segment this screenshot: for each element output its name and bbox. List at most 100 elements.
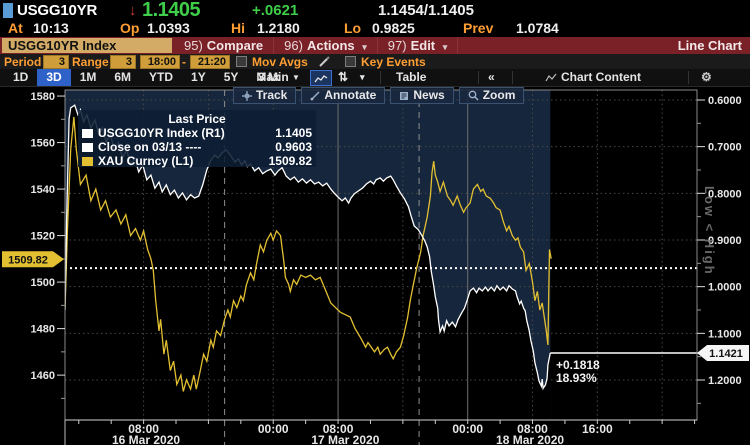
series-xau-gold: [65, 116, 552, 392]
gear-icon[interactable]: ⚙: [701, 70, 712, 84]
line-chart-type-icon[interactable]: [310, 70, 332, 86]
sort-updown-icon[interactable]: ⇅: [338, 70, 349, 84]
x-axis-time-label: 08:00: [128, 422, 159, 436]
legend-row: XAU Curncy (L1) 1509.82: [82, 154, 312, 168]
gold-last-price-value: 1509.82: [8, 254, 48, 266]
high-label: Hi: [231, 20, 245, 36]
legend-label: XAU Curncy (L1): [98, 154, 194, 168]
x-axis-time-label: 00:00: [452, 422, 483, 436]
zoom-magnifier-icon: [468, 90, 479, 101]
x-axis-date-label: 16 Mar 2020: [112, 433, 180, 445]
x-axis-time-label: 08:00: [323, 422, 354, 436]
mov-avgs-label: Mov Avgs: [252, 55, 308, 69]
zoom-button[interactable]: Zoom: [458, 87, 525, 104]
gold-last-price-flag: [2, 251, 64, 268]
chart-tabs-bar: 1D 3D 1M 6M YTD 1Y 5Y Max 3 Min ▼ ⇅ ▾ Table « C…: [0, 69, 750, 87]
x-axis-time-label: 08:00: [517, 422, 548, 436]
x-axis-date-label: 17 Mar 2020: [311, 433, 379, 445]
open-label: Op: [120, 20, 140, 36]
last-price: 1.1405: [142, 0, 201, 21]
more-dropdown-icon[interactable]: ▾: [360, 72, 365, 82]
period-input[interactable]: 3: [43, 55, 69, 69]
legend-row: Close on 03/13 ---- 0.9603: [82, 140, 312, 154]
legend-value: 1509.82: [268, 154, 312, 168]
yield-track-value: 1.1421: [709, 348, 743, 360]
menu-item-edit[interactable]: 97) Edit ▾: [378, 37, 459, 56]
chart-hover-toolbar: Track Annotate News Zoom: [233, 87, 525, 104]
key-events-label: Key Events: [361, 55, 426, 69]
track-button[interactable]: Track: [233, 87, 297, 104]
x-axis-time-label: 16:00: [582, 422, 613, 436]
chart-content-icon: [545, 73, 557, 82]
at-value: 10:13: [33, 20, 69, 36]
right-axis-tick-label: 1.2000: [708, 375, 742, 387]
news-icon: [400, 91, 409, 100]
tab-6m[interactable]: 6M: [114, 70, 132, 84]
chart-content-button[interactable]: Chart Content: [561, 70, 641, 84]
mov-avgs-checkbox[interactable]: [236, 56, 247, 67]
tab-max[interactable]: Max: [256, 70, 280, 84]
chart-legend[interactable]: Last Price USGG10YR Index (R1) 1.1405 Clos…: [78, 110, 316, 168]
right-axis-tick-label: 0.8000: [708, 188, 742, 200]
left-axis-tick-label: 1480: [31, 324, 55, 336]
legend-swatch: [82, 142, 93, 152]
news-button[interactable]: News: [390, 87, 454, 104]
low-value: 0.9825: [372, 20, 415, 36]
left-axis-tick-label: 1580: [31, 91, 55, 103]
pencil-icon[interactable]: [318, 56, 330, 68]
quote-row-primary: USGG10YR ↓ 1.1405 +.0621 1.1454/1.1405: [0, 0, 750, 21]
range-tabs: 1D 3D 1M 6M YTD 1Y 5Y Max: [4, 69, 289, 86]
table-button[interactable]: Table: [396, 70, 427, 84]
open-value: 1.0393: [147, 20, 190, 36]
range-label: Range: [72, 55, 109, 69]
key-events-checkbox[interactable]: [345, 56, 356, 67]
tab-ytd[interactable]: YTD: [149, 70, 174, 84]
left-axis-tick-label: 1560: [31, 138, 55, 150]
left-axis-tick-label: 1540: [31, 184, 55, 196]
x-axis-date-label: 18 Mar 2020: [496, 433, 564, 445]
collapse-button[interactable]: «: [488, 70, 495, 84]
function-menu-bar: USGG10YR Index 95) Compare 96) Actions ▾ 97)…: [0, 37, 750, 56]
right-axis-tick-label: 1.1000: [708, 328, 742, 340]
tab-5y[interactable]: 5Y: [223, 70, 239, 84]
prev-value: 1.0784: [516, 20, 559, 36]
legend-row: USGG10YR Index (R1) 1.1405: [82, 126, 312, 140]
price-change: +.0621: [252, 2, 299, 19]
legend-label: Close on 03/13 ----: [98, 140, 202, 154]
x-axis-time-label: 00:00: [258, 422, 289, 436]
time-to-input[interactable]: 21:20: [190, 55, 230, 69]
time-dash: -: [182, 55, 186, 69]
prev-label: Prev: [463, 20, 494, 36]
security-input[interactable]: USGG10YR Index: [2, 38, 172, 53]
low-label: Lo: [344, 20, 362, 36]
legend-label: USGG10YR Index (R1): [98, 126, 225, 140]
tab-3d[interactable]: 3D: [37, 69, 71, 86]
menu-items: 95) Compare 96) Actions ▾ 97) Edit ▾: [174, 37, 459, 56]
legend-value: 0.9603: [275, 140, 312, 154]
legend-swatch: [82, 156, 93, 166]
annotate-pencil-icon: [310, 91, 320, 100]
area-fill-under-yield: [65, 105, 551, 420]
quote-row-stats: At 10:13 Op 1.0393 Hi 1.2180 Lo 0.9825 P…: [0, 20, 750, 37]
legend-rows: USGG10YR Index (R1) 1.1405 Close on 03/13 …: [82, 126, 312, 168]
yield-track-value-flag: [697, 344, 749, 361]
axis-direction-watermark: Low < High: [702, 186, 717, 276]
menu-item-compare[interactable]: 95) Compare: [174, 37, 275, 54]
interval-dropdown[interactable]: 3 Min ▼: [258, 70, 300, 84]
range-input[interactable]: 3: [110, 55, 136, 69]
change-absolute: +0.1818: [556, 358, 600, 372]
ticker-symbol: USGG10YR: [17, 2, 98, 19]
left-axis-tick-label: 1520: [31, 231, 55, 243]
period-label: Period: [4, 55, 42, 69]
tab-1y[interactable]: 1Y: [191, 70, 206, 84]
chevron-down-icon: ▼: [292, 73, 300, 82]
tab-1d[interactable]: 1D: [13, 70, 29, 84]
menu-item-actions[interactable]: 96) Actions ▾: [274, 37, 378, 56]
left-axis-tick-label: 1460: [31, 370, 55, 382]
bid-ask: 1.1454/1.1405: [378, 2, 474, 19]
time-from-input[interactable]: 18:00: [140, 55, 180, 69]
annotate-button[interactable]: Annotate: [301, 87, 386, 104]
tab-1m[interactable]: 1M: [79, 70, 97, 84]
down-arrow-icon: ↓: [129, 2, 137, 19]
